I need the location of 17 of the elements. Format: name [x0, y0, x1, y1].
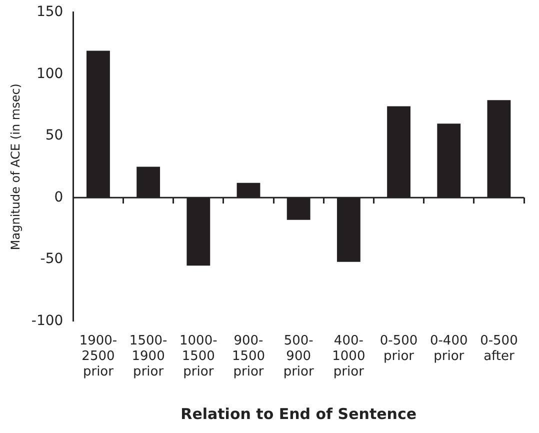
- x-tick-label: 900-1500 prior: [232, 333, 266, 380]
- y-tick-label: 0: [54, 189, 64, 206]
- y-tick-label: 150: [36, 4, 64, 20]
- x-tick-label: 0-400 prior: [430, 333, 468, 364]
- x-tick-label: 1000-1500 prior: [180, 333, 218, 380]
- y-tick-label: -50: [40, 251, 64, 268]
- y-axis-title: Magnitude of ACE (in msec): [8, 84, 22, 250]
- y-tick-label: 50: [45, 128, 64, 144]
- y-tick-label: -100: [31, 312, 64, 329]
- x-tick-label: 1900-2500 prior: [79, 333, 118, 380]
- y-tick-label: 100: [36, 66, 64, 82]
- x-tick-label: 500-900 prior: [283, 333, 314, 380]
- x-tick-label: 400-1000 prior: [332, 333, 366, 380]
- x-tick-label: 0-500 prior: [380, 333, 418, 364]
- x-axis-title: Relation to End of Sentence: [180, 404, 417, 423]
- x-tick-label: 0-500 after: [480, 333, 518, 364]
- x-tick-label: 1500-1900 prior: [129, 333, 168, 380]
